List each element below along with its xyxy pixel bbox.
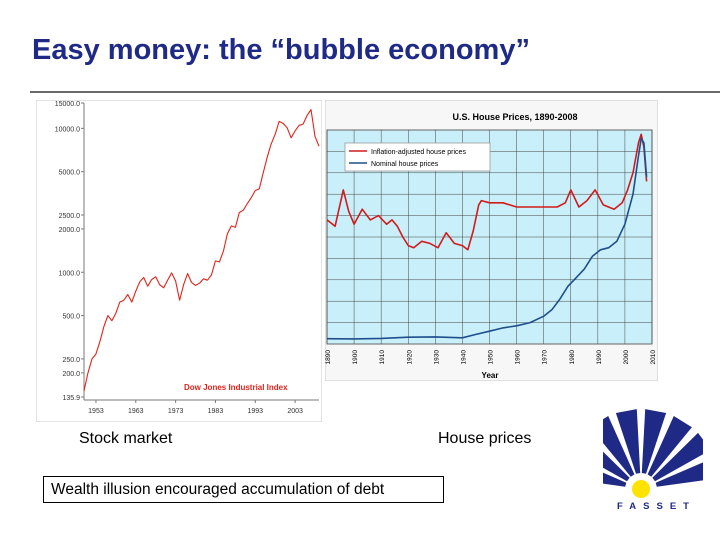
stock-chart: 15000.0 10000.0 5000.0 2500.0 2000.0 1000.0 50… bbox=[35, 99, 323, 423]
stock-y-tick-label: 200.0 bbox=[62, 371, 80, 378]
logo-sun-icon bbox=[632, 480, 650, 498]
stock-y-tick-label: 2500.0 bbox=[59, 213, 81, 220]
stock-x-tick-label: 1953 bbox=[88, 408, 104, 415]
stock-y-tick-label: 10000.0 bbox=[55, 126, 80, 133]
stock-y-tick-label: 135.9 bbox=[62, 395, 80, 402]
stock-chart-svg: 15000.0 10000.0 5000.0 2500.0 2000.0 1000.0 50… bbox=[35, 99, 323, 423]
house-x-tick-label: 1910 bbox=[379, 350, 386, 365]
fasset-logo-text: FASSET bbox=[617, 501, 696, 512]
house-x-axis-label: Year bbox=[482, 371, 499, 380]
house-chart-title: U.S. House Prices, 1890-2008 bbox=[452, 112, 577, 122]
stock-y-tick-label: 250.0 bbox=[62, 357, 80, 364]
house-x-tick-label: 1990 bbox=[596, 350, 603, 365]
logo-ray-icon bbox=[652, 432, 711, 482]
stock-x-tick-label: 2003 bbox=[287, 408, 303, 415]
stock-x-tick-label: 1963 bbox=[128, 408, 144, 415]
house-x-tick-label: 1980 bbox=[569, 350, 576, 365]
house-x-tick-label: 1900 bbox=[352, 350, 359, 365]
stock-y-tick-label: 500.0 bbox=[62, 314, 80, 321]
house-x-tick-label: 1960 bbox=[515, 350, 522, 365]
wealth-illusion-note: Wealth illusion encouraged accumulation … bbox=[43, 476, 444, 503]
wealth-illusion-text: Wealth illusion encouraged accumulation … bbox=[51, 481, 385, 498]
fasset-logo-mark bbox=[561, 409, 720, 498]
legend-real-label: Inflation-adjusted house prices bbox=[371, 149, 466, 156]
house-legend: Inflation-adjusted house prices Nominal … bbox=[344, 142, 491, 172]
stock-x-tick-label: 1983 bbox=[208, 408, 224, 415]
house-x-tick-label: 2010 bbox=[650, 350, 657, 365]
stock-y-tick-label: 5000.0 bbox=[59, 170, 81, 177]
house-x-tick-label: 1930 bbox=[433, 350, 440, 365]
fasset-logo: FASSET bbox=[561, 405, 720, 517]
house-x-tick-label: 1940 bbox=[460, 350, 467, 365]
house-real-series-line bbox=[326, 133, 648, 251]
house-legend-box bbox=[344, 142, 491, 172]
stock-y-tick-label: 2000.0 bbox=[59, 227, 81, 234]
stock-x-tick-label: 1993 bbox=[247, 408, 263, 415]
legend-nominal-label: Nominal house prices bbox=[371, 161, 439, 168]
stock-x-tick-label: 1973 bbox=[168, 408, 184, 415]
house-prices-caption: House prices bbox=[438, 430, 532, 447]
stock-market-caption: Stock market bbox=[79, 430, 173, 447]
slide-title: Easy money: the “bubble economy” bbox=[32, 34, 530, 66]
house-x-tick-label: 1890 bbox=[325, 350, 332, 365]
logo-ray-icon bbox=[615, 409, 641, 474]
house-x-tick-label: 1950 bbox=[488, 350, 495, 365]
logo-ray-icon bbox=[641, 409, 667, 474]
house-nominal-series-line bbox=[326, 137, 648, 340]
title-underline bbox=[30, 91, 720, 93]
house-chart-svg: U.S. House Prices, 1890-2008 Inflation-a… bbox=[324, 99, 659, 382]
stock-chart-title: Dow Jones Industrial Index bbox=[184, 383, 288, 392]
house-x-tick-label: 1970 bbox=[542, 350, 549, 365]
logo-ray-icon bbox=[647, 416, 692, 477]
stock-y-tick-label: 1000.0 bbox=[59, 270, 81, 277]
house-x-tick-label: 1920 bbox=[406, 350, 413, 365]
house-x-tick-label: 2000 bbox=[623, 350, 630, 365]
house-chart: U.S. House Prices, 1890-2008 Inflation-a… bbox=[324, 99, 659, 382]
stock-y-tick-label: 15000.0 bbox=[55, 101, 80, 108]
stock-series-line bbox=[83, 109, 320, 391]
